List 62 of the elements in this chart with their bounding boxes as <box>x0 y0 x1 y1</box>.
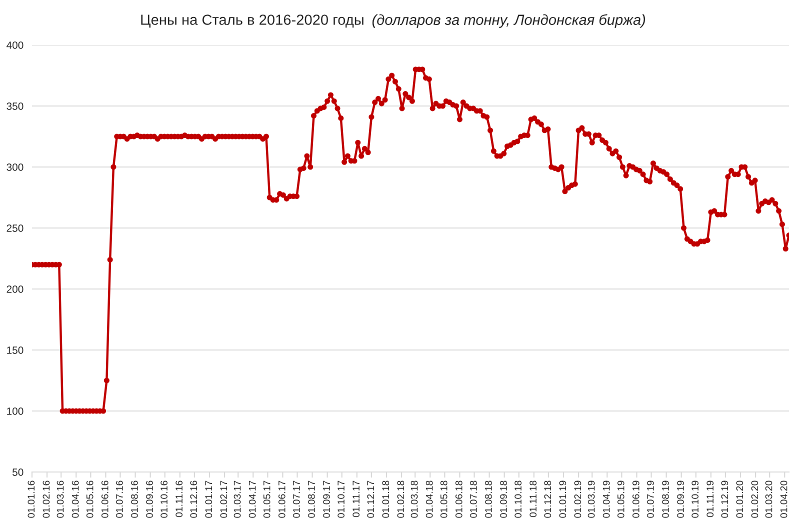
x-tick-label: 01.08.18 <box>485 480 492 518</box>
x-tick-label: 01.04.17 <box>248 480 256 518</box>
y-tick-label: 350 <box>6 102 24 110</box>
x-tick-label: 01.07.17 <box>292 480 300 518</box>
x-tick-label: 01.01.18 <box>382 480 390 518</box>
x-tick-label: 01.07.19 <box>647 480 654 518</box>
x-tick-label: 01.02.18 <box>397 480 404 518</box>
x-tick-label: 01.11.19 <box>706 480 714 518</box>
x-tick-label: 01.04.18 <box>426 480 433 518</box>
x-tick-label: 01.06.17 <box>278 480 286 518</box>
x-tick-label: 01.11.18 <box>530 480 537 518</box>
x-tick-label: 01.09.17 <box>323 480 330 518</box>
x-tick-label: 01.08.17 <box>308 480 315 518</box>
y-tick-label: 400 <box>6 42 24 49</box>
x-tick-label: 01.01.19 <box>559 480 566 518</box>
x-tick-label: 01.04.19 <box>602 480 610 518</box>
y-tick-label: 300 <box>6 164 24 171</box>
x-tick-label: 01.02.16 <box>42 480 50 518</box>
x-tick-label: 01.06.18 <box>455 480 462 518</box>
x-tick-label: 01.12.18 <box>544 480 552 518</box>
y-tick-label: 150 <box>7 346 24 354</box>
x-tick-label: 01.09.18 <box>500 480 507 518</box>
x-tick-label: 01.08.19 <box>662 480 669 518</box>
x-tick-label: 01.09.19 <box>677 480 684 518</box>
x-tick-label: 01.10.19 <box>692 480 698 518</box>
chart-title: Цены на Сталь в 2016-2020 годы <box>141 14 364 28</box>
x-tick-label: 01.12.16 <box>190 480 198 518</box>
x-tick-label: 01.05.16 <box>86 480 94 518</box>
x-tick-label: 01.11.17 <box>352 480 360 518</box>
x-tick-label: 01.03.17 <box>234 480 241 518</box>
y-tick-label: 100 <box>7 408 24 415</box>
x-tick-label: 01.12.19 <box>721 480 728 518</box>
x-tick-label: 01.12.17 <box>367 480 374 518</box>
x-tick-label: 01.03.19 <box>588 480 595 518</box>
x-tick-label: 01.04.16 <box>72 480 79 518</box>
x-tick-label: 01.10.16 <box>160 480 168 518</box>
x-tick-label: 01.01.17 <box>205 480 212 518</box>
x-tick-label: 01.08.16 <box>131 480 138 518</box>
chart-subtitle: (долларов за тонну, Лондонская биржа) <box>372 14 646 28</box>
x-tick-label: 01.02.19 <box>574 480 582 518</box>
x-tick-label: 01.07.16 <box>116 480 123 518</box>
x-tick-label: 01.10.17 <box>338 480 344 518</box>
x-tick-label: 01.03.18 <box>410 480 418 518</box>
x-tick-label: 01.03.20 <box>765 480 772 518</box>
x-tick-label: 01.01.16 <box>28 480 35 518</box>
x-tick-label: 01.01.20 <box>736 480 744 518</box>
x-tick-label: 01.05.19 <box>617 480 624 518</box>
x-tick-label: 01.02.20 <box>751 480 758 518</box>
x-tick-label: 01.06.19 <box>632 480 640 518</box>
x-tick-label: 01.06.16 <box>101 480 108 518</box>
x-tick-label: 01.10.18 <box>514 480 522 518</box>
x-tick-label: 01.09.16 <box>146 480 153 518</box>
y-tick-label: 50 <box>12 468 24 476</box>
x-tick-label: 01.11.16 <box>176 480 183 518</box>
x-tick-label: 01.04.20 <box>780 480 788 518</box>
x-tick-label: 01.07.18 <box>470 480 477 518</box>
y-tick-label: 250 <box>6 224 24 232</box>
x-tick-label: 01.05.18 <box>440 480 448 518</box>
y-tick-label: 200 <box>6 286 24 293</box>
x-tick-label: 01.05.17 <box>263 480 270 518</box>
x-tick-label: 01.03.16 <box>56 480 64 518</box>
x-tick-label: 01.02.17 <box>220 480 228 518</box>
